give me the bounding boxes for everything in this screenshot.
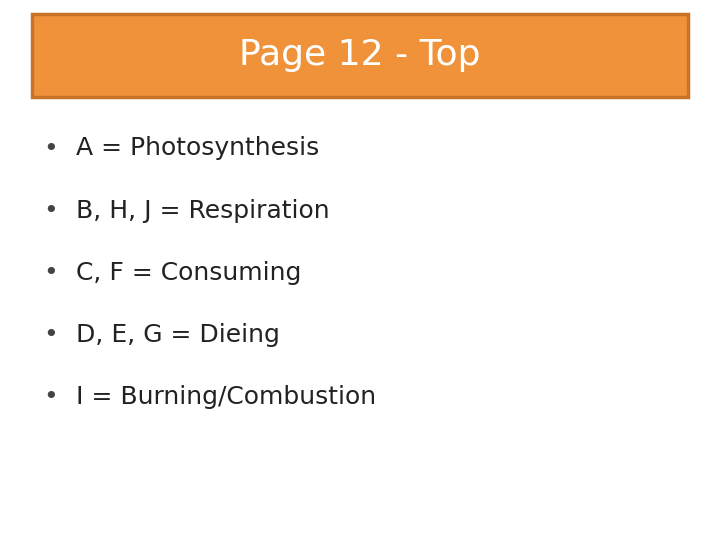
Text: •: • bbox=[43, 323, 58, 347]
Text: •: • bbox=[43, 261, 58, 285]
Text: B, H, J = Respiration: B, H, J = Respiration bbox=[76, 199, 329, 222]
Text: C, F = Consuming: C, F = Consuming bbox=[76, 261, 301, 285]
Text: A = Photosynthesis: A = Photosynthesis bbox=[76, 137, 319, 160]
FancyBboxPatch shape bbox=[32, 14, 688, 97]
Text: •: • bbox=[43, 385, 58, 409]
Text: Page 12 - Top: Page 12 - Top bbox=[239, 38, 481, 72]
Text: •: • bbox=[43, 137, 58, 160]
Text: D, E, G = Dieing: D, E, G = Dieing bbox=[76, 323, 279, 347]
Text: I = Burning/Combustion: I = Burning/Combustion bbox=[76, 385, 376, 409]
Text: •: • bbox=[43, 199, 58, 222]
